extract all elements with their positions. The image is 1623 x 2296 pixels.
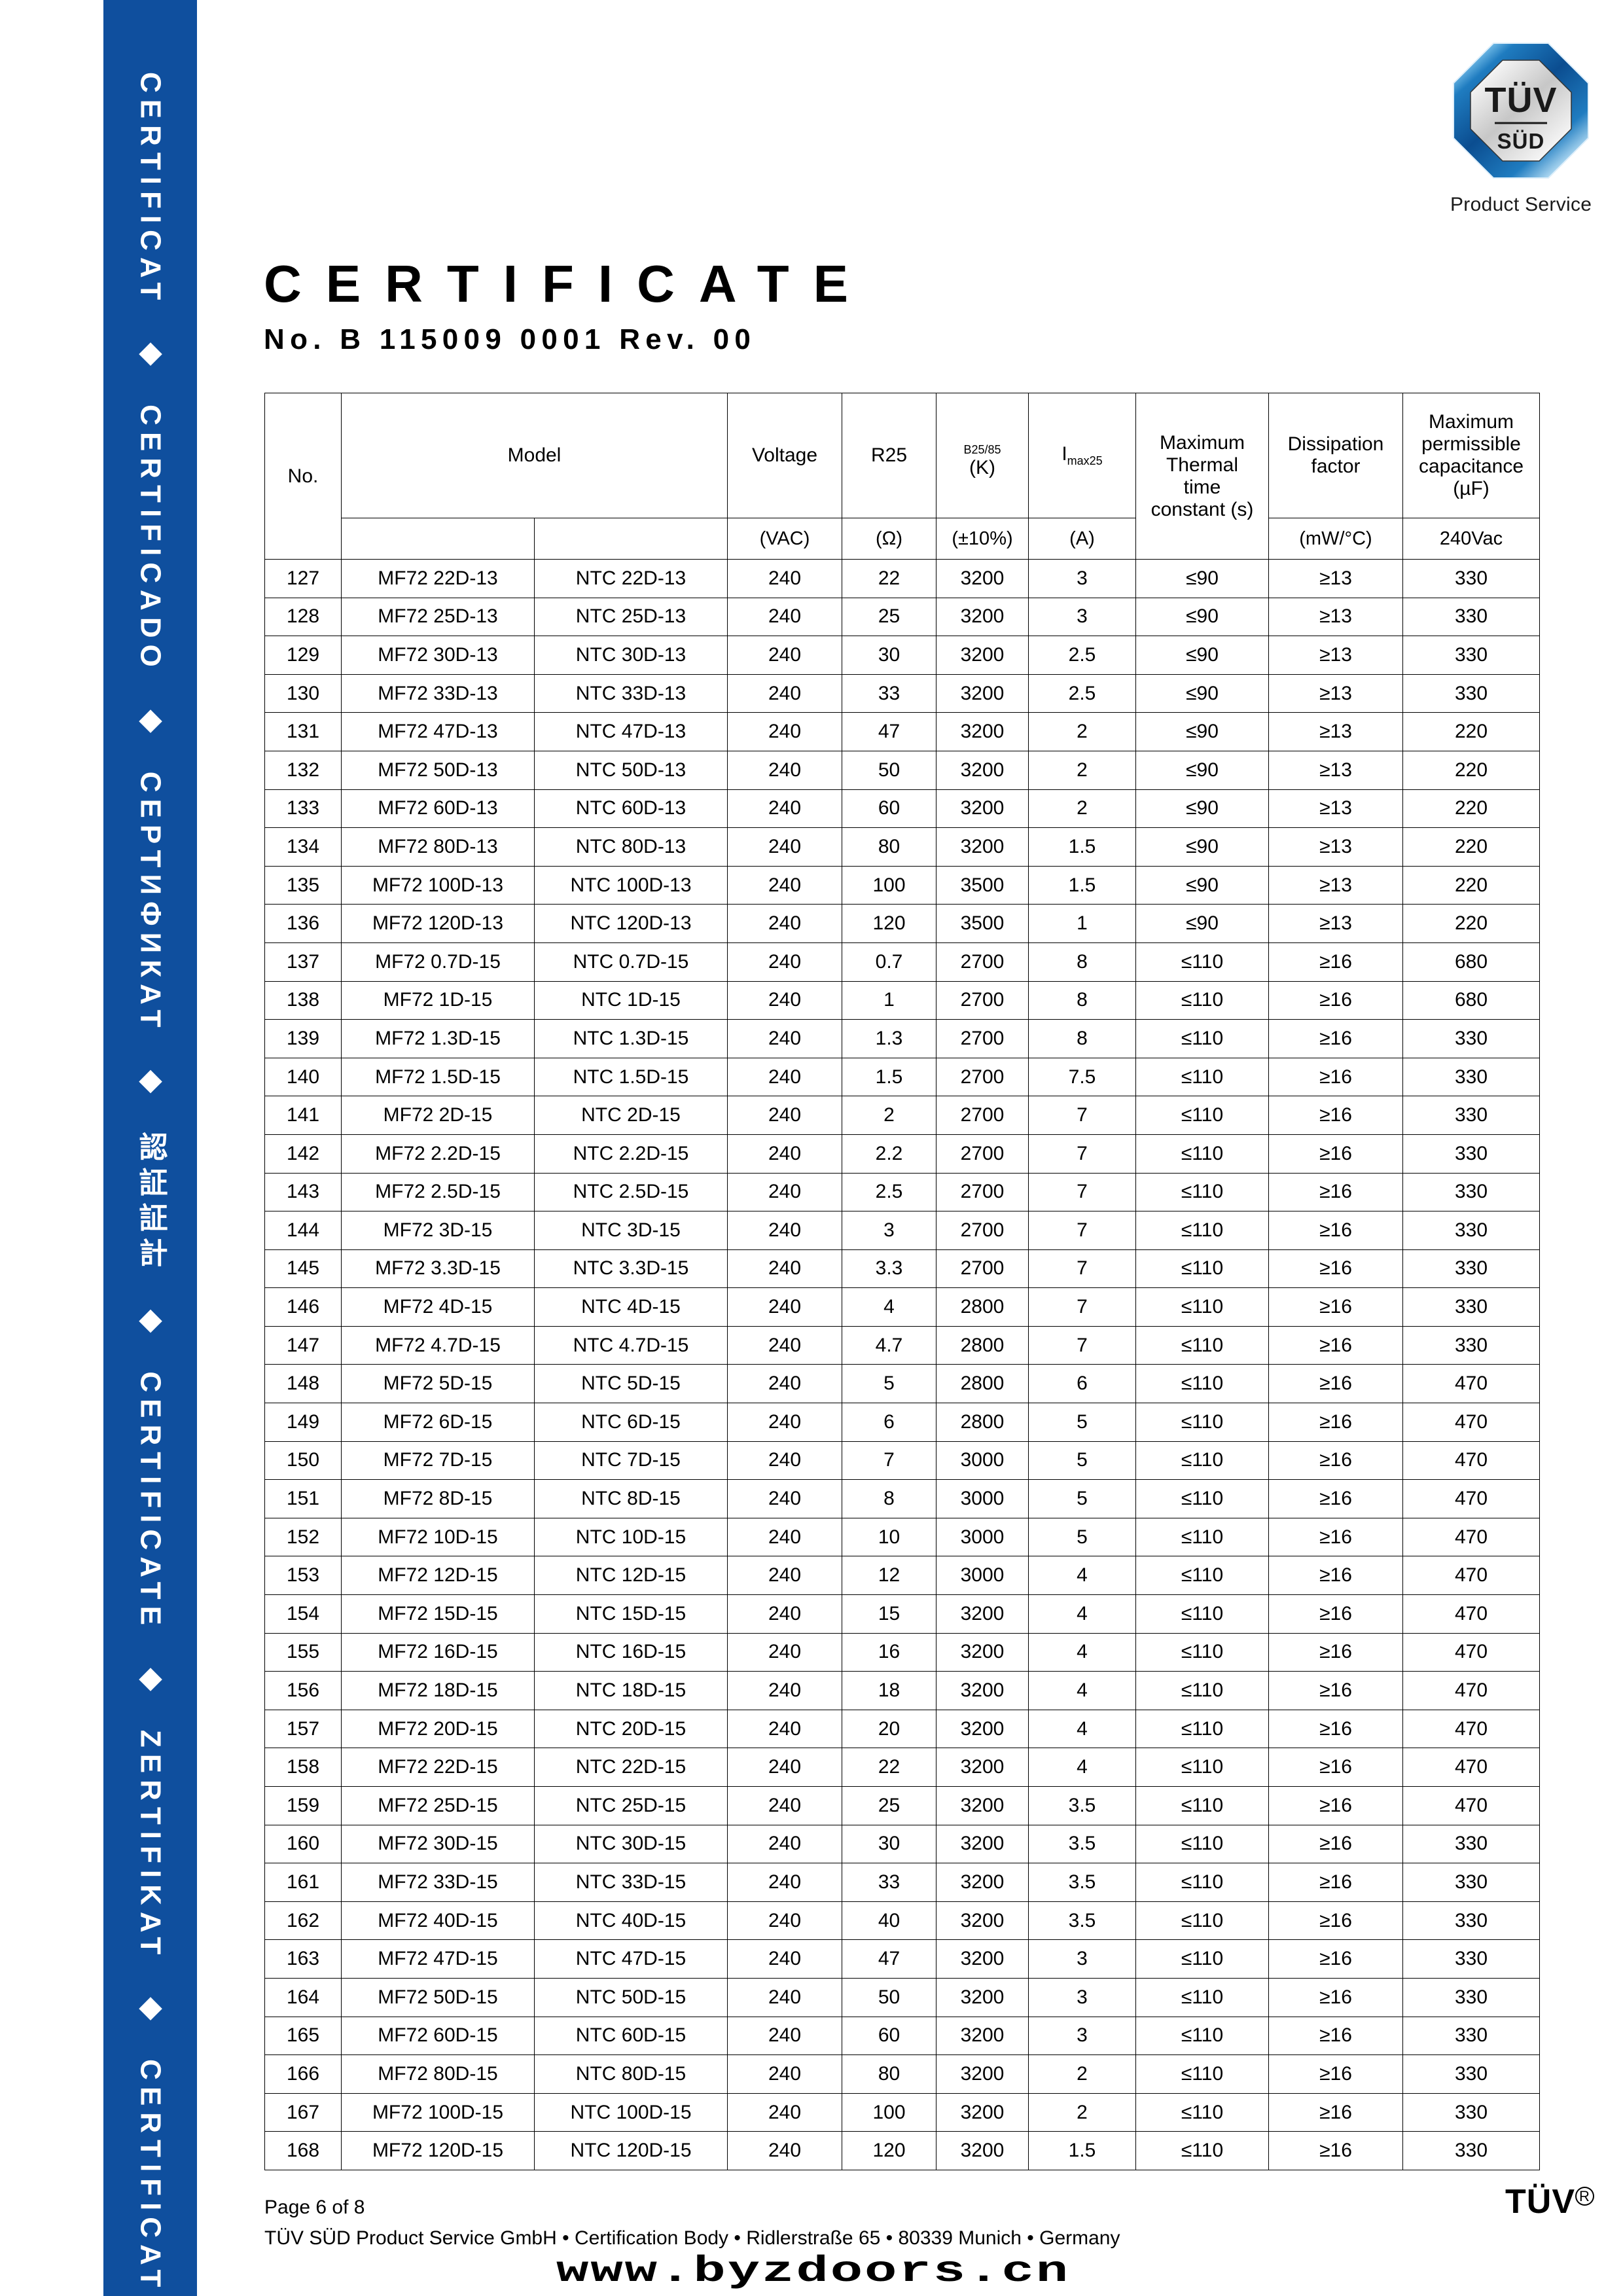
svg-text:SÜD: SÜD (1497, 129, 1545, 153)
svg-text:TÜV: TÜV (1485, 81, 1558, 120)
